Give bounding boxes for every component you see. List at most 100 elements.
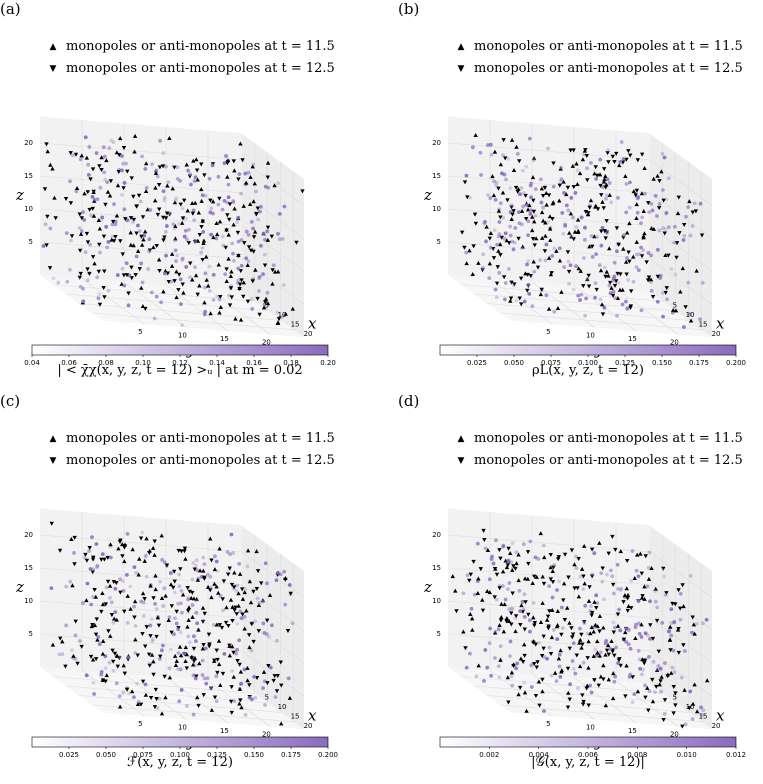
monopole-up-marker (576, 266, 581, 271)
monopole-down-marker (251, 589, 256, 594)
monopole-up-marker (283, 311, 288, 316)
monopole-up-marker (544, 617, 550, 622)
data-point (179, 601, 183, 606)
monopole-up-marker (572, 562, 577, 567)
monopole-up-marker (116, 546, 121, 551)
monopole-up-marker (511, 168, 517, 173)
monopole-down-marker (665, 674, 670, 679)
monopole-down-marker (509, 622, 514, 627)
data-point (262, 252, 267, 257)
data-point (643, 683, 647, 688)
monopole-down-marker (639, 571, 644, 576)
data-point (195, 568, 200, 573)
data-point (214, 559, 219, 564)
y-tick-label: 15 (220, 335, 229, 343)
monopole-down-marker (227, 202, 233, 207)
monopole-down-marker (526, 561, 531, 566)
data-point (578, 298, 583, 302)
data-point (568, 682, 573, 687)
data-point (624, 626, 629, 631)
data-point (239, 616, 244, 621)
data-point (515, 661, 520, 666)
data-point (162, 195, 167, 200)
data-point (657, 228, 662, 233)
data-point (95, 197, 100, 202)
monopole-down-marker (121, 145, 127, 150)
monopole-up-marker (550, 608, 555, 613)
monopole-down-marker (220, 671, 226, 676)
monopole-up-marker (227, 653, 233, 658)
data-point (559, 177, 564, 182)
monopole-up-marker (540, 218, 546, 223)
monopole-up-marker (540, 689, 545, 694)
data-point (111, 140, 116, 145)
monopole-down-marker (539, 287, 544, 292)
monopole-up-marker (236, 603, 241, 608)
data-point (487, 577, 492, 582)
monopole-up-marker (624, 663, 629, 668)
data-point (594, 593, 599, 598)
data-point (524, 164, 529, 169)
monopole-up-marker (578, 268, 583, 273)
colorbar-tick-label: 0.125 (615, 359, 635, 367)
data-point (578, 626, 582, 631)
monopole-down-marker (169, 630, 174, 635)
monopole-up-marker (509, 670, 515, 675)
data-point (555, 637, 560, 642)
monopole-up-marker (468, 611, 473, 616)
data-point (605, 177, 610, 182)
monopole-up-marker (122, 559, 127, 564)
panel-label: (c) (0, 392, 21, 410)
monopole-up-marker (540, 574, 545, 579)
monopole-up-marker (546, 306, 552, 311)
monopole-up-marker (555, 609, 561, 614)
data-point (125, 531, 130, 536)
monopole-up-marker (631, 254, 636, 259)
monopole-down-marker (144, 625, 149, 630)
data-point (493, 629, 498, 634)
monopole-down-marker (202, 173, 207, 178)
data-point (624, 210, 629, 215)
data-point (609, 200, 614, 205)
data-point (653, 589, 657, 594)
data-point (94, 542, 99, 546)
monopole-down-marker (642, 661, 647, 666)
monopole-up-marker (646, 576, 652, 581)
monopole-down-marker (105, 555, 110, 560)
monopole-up-marker (159, 533, 164, 538)
monopole-up-marker (467, 248, 472, 253)
data-point (539, 177, 543, 182)
monopole-down-marker (146, 652, 152, 657)
legend-item: ▲ monopoles or anti-monopoles at t = 11.… (40, 428, 335, 450)
monopole-up-marker (229, 269, 234, 274)
monopole-down-marker (528, 273, 533, 278)
monopole-down-marker (120, 554, 125, 559)
data-point (647, 550, 652, 555)
monopole-down-marker (661, 566, 666, 571)
data-point (147, 237, 152, 242)
monopole-down-marker (497, 586, 502, 591)
x-tick-label: 10 (278, 703, 287, 711)
monopole-down-marker (690, 615, 695, 620)
monopole-down-marker (542, 249, 548, 254)
data-point (199, 250, 204, 255)
data-point (126, 303, 131, 308)
data-point (626, 278, 630, 282)
monopole-up-marker (149, 652, 155, 657)
monopole-down-marker (110, 219, 116, 224)
monopole-down-marker (230, 619, 235, 624)
monopole-up-marker (634, 202, 639, 207)
monopole-down-marker (85, 190, 90, 195)
monopole-up-marker (256, 603, 262, 608)
monopole-down-marker (616, 242, 621, 247)
data-point (172, 632, 176, 637)
monopole-down-marker (584, 686, 589, 691)
monopole-down-marker (478, 567, 483, 572)
data-point (252, 674, 257, 679)
monopole-down-marker (180, 216, 186, 221)
monopole-down-marker (140, 679, 146, 684)
x-tick-label: 5 (673, 693, 677, 701)
monopole-up-marker (634, 216, 639, 221)
monopole-down-marker (224, 228, 229, 233)
data-point (158, 579, 163, 584)
